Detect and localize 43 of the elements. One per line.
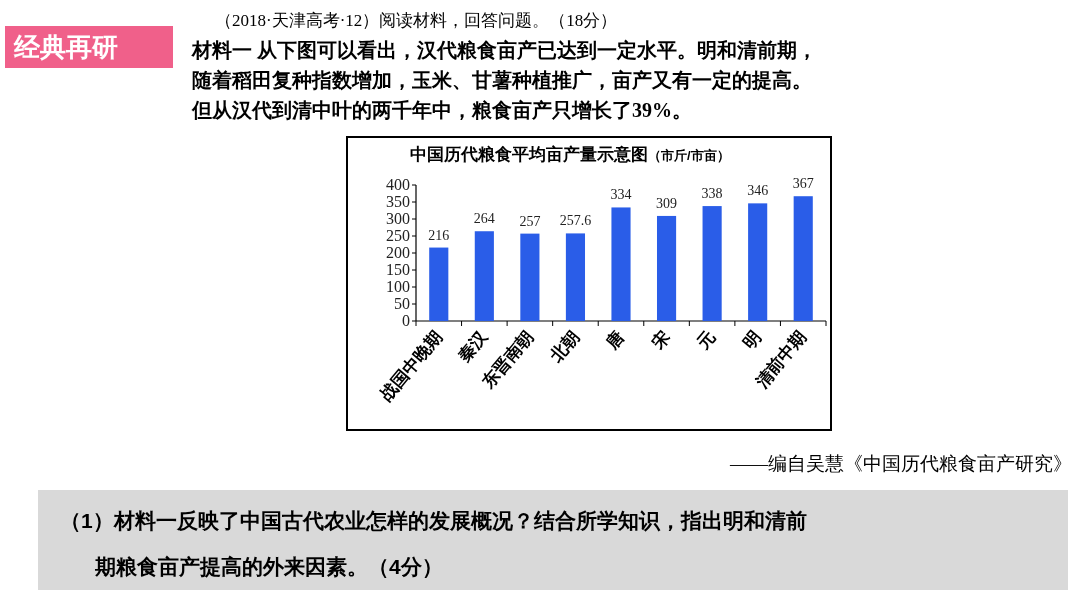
text: 随着稻田复种指数增加，玉米、甘薯种植推广，亩产又有一定的提高。 — [192, 69, 812, 91]
text: 期粮食亩产提高的外来因素。（4分） — [94, 555, 443, 578]
text: （2018·天津高考·12）阅读材料，回答问题。（18分） — [215, 11, 618, 30]
text: （1）材料一反映了中国古代农业怎样的发展概况？结合所学知识，指出明和清前 — [60, 509, 807, 532]
y-tick-label: 300 — [386, 210, 410, 227]
y-tick-label: 0 — [402, 312, 410, 329]
chart-subtitle: （市斤/市亩） — [648, 148, 730, 163]
y-tick-label: 150 — [386, 261, 410, 278]
data-label: 309 — [656, 195, 678, 211]
data-label: 346 — [747, 183, 769, 199]
x-tick-label: 战国中晚期 — [376, 327, 446, 405]
x-tick-label: 北朝 — [545, 327, 583, 367]
x-tick-label: 宋 — [647, 327, 674, 354]
data-label: 334 — [610, 187, 632, 203]
y-tick-label: 50 — [394, 295, 410, 312]
bar — [748, 203, 768, 321]
bar — [565, 233, 586, 321]
bar — [793, 196, 813, 321]
data-label: 257 — [519, 213, 541, 229]
y-tick-label: 100 — [386, 278, 410, 295]
y-tick-label: 200 — [386, 244, 410, 261]
data-label: 367 — [792, 176, 814, 192]
bar — [611, 207, 631, 321]
text: 经典再研 — [13, 32, 118, 62]
text: 但从汉代到清中叶的两千年中，粮食亩产只增长了39%。 — [191, 99, 692, 121]
y-tick-label: 250 — [386, 227, 410, 244]
bar — [702, 206, 722, 321]
bar — [429, 247, 449, 321]
data-label: 257.6 — [559, 213, 592, 229]
bar — [656, 215, 677, 321]
x-tick-label: 唐 — [601, 327, 629, 354]
data-label: 338 — [701, 186, 723, 202]
y-tick-label: 400 — [386, 176, 410, 193]
bar — [520, 233, 540, 321]
bar — [474, 231, 494, 321]
y-tick-label: 350 — [386, 193, 410, 210]
text: 材料一 从下图可以看出，汉代粮食亩产已达到一定水平。明和清前期， — [191, 39, 817, 61]
data-label: 264 — [473, 211, 495, 227]
x-tick-label: 秦汉 — [454, 326, 493, 366]
data-label: 216 — [428, 227, 450, 243]
x-tick-label: 明 — [739, 327, 765, 353]
text: ——编自吴慧《中国历代粮食亩产研究》 — [729, 453, 1072, 474]
x-tick-label: 元 — [693, 327, 720, 354]
